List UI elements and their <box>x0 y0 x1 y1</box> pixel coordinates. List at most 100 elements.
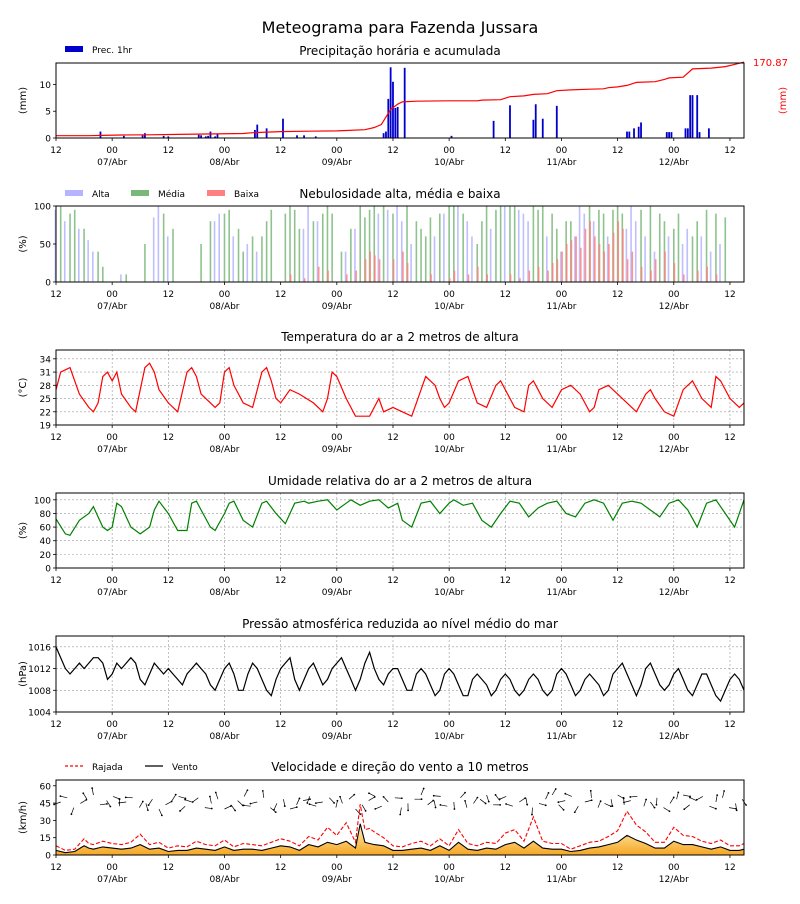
x-hour-label: 12 <box>612 433 623 443</box>
cloud-bar-baixa <box>529 271 531 282</box>
wind-direction-arrow <box>263 791 264 798</box>
y-tick-label: 30 <box>40 817 52 827</box>
x-date-label: 08/Abr <box>209 302 239 312</box>
wind-arrow-head <box>284 805 286 807</box>
cloud-bar-média <box>74 210 76 282</box>
cloud-bar-média <box>692 236 694 282</box>
x-hour-label: 12 <box>50 720 61 730</box>
x-hour-label: 00 <box>443 863 455 873</box>
x-date-label: 07/Abr <box>97 445 127 455</box>
wind-arrow-head <box>399 814 401 816</box>
cloud-bar-média <box>97 252 99 282</box>
x-date-label: 08/Abr <box>209 875 239 885</box>
x-date-label: 08/Abr <box>209 158 239 168</box>
cloud-bar-média <box>172 229 174 282</box>
cloud-bar-alta <box>686 229 688 282</box>
wind-arrow-head <box>299 798 301 800</box>
wind-direction-arrow <box>559 805 564 810</box>
x-hour-label: 00 <box>219 290 231 300</box>
wind-direction-arrow <box>644 800 646 807</box>
panel-wind: Velocidade e direção do vento a 10 metro… <box>18 760 747 885</box>
wind-direction-arrow <box>336 801 338 808</box>
wind-arrow-head <box>545 804 547 806</box>
x-date-label: 09/Abr <box>322 302 352 312</box>
axes-frame <box>56 350 744 425</box>
x-date-label: 09/Abr <box>322 732 352 742</box>
wind-arrow-head <box>339 796 341 798</box>
wind-arrow-head <box>548 792 550 794</box>
wind-arrow-head <box>432 800 434 802</box>
cloud-bar-média <box>514 206 516 282</box>
cloud-bar-alta <box>158 206 160 282</box>
wind-arrow-head <box>477 797 479 799</box>
precip-bar <box>638 127 640 138</box>
wind-arrow-head <box>337 800 339 802</box>
x-date-label: 10/Abr <box>434 302 464 312</box>
wind-direction-arrow <box>369 797 375 801</box>
wind-direction-arrow <box>552 789 556 795</box>
x-hour-label: 12 <box>500 290 511 300</box>
y-tick-label: 10 <box>40 81 52 91</box>
cloud-bar-média <box>224 214 226 282</box>
x-hour-label: 00 <box>556 863 568 873</box>
x-hour-label: 00 <box>219 433 231 443</box>
x-date-label: 07/Abr <box>97 302 127 312</box>
wind-arrow-head <box>645 799 647 801</box>
wind-direction-arrow <box>179 796 186 798</box>
legend-swatch-prec <box>65 46 83 52</box>
wind-arrow-head <box>629 796 631 798</box>
wind-arrow-head <box>689 797 691 799</box>
cloud-bar-média <box>425 236 427 282</box>
wind-arrow-head <box>106 803 108 805</box>
x-hour-label: 12 <box>163 146 174 156</box>
wind-direction-arrow <box>216 793 218 800</box>
cloud-bar-alta <box>466 221 468 282</box>
cloud-bar-alta <box>471 236 473 282</box>
cloud-bar-baixa <box>327 271 329 282</box>
precip-right-ylabel: (mm) <box>778 87 789 114</box>
cloud-bar-baixa <box>664 252 666 282</box>
cloud-bar-média <box>462 214 464 282</box>
x-date-label: 10/Abr <box>434 445 464 455</box>
wind-arrow-head <box>309 803 311 805</box>
wind-direction-arrow <box>670 797 674 803</box>
x-hour-label: 12 <box>612 576 623 586</box>
wind-arrow-head <box>499 798 501 800</box>
wind-arrow-head <box>53 804 55 806</box>
wind-direction-arrow <box>683 795 690 796</box>
y-tick-label: 34 <box>40 355 52 365</box>
panel-title: Pressão atmosférica reduzida ao nível mé… <box>242 617 558 631</box>
wind-direction-arrow <box>611 799 612 806</box>
x-hour-label: 12 <box>500 720 511 730</box>
x-hour-label: 12 <box>724 433 735 443</box>
x-hour-label: 12 <box>724 576 735 586</box>
cloud-bar-baixa <box>365 259 367 282</box>
wind-arrow-head <box>488 801 490 803</box>
cloud-bar-baixa <box>617 221 619 282</box>
x-date-label: 07/Abr <box>97 732 127 742</box>
wind-direction-arrow <box>519 798 525 802</box>
wind-direction-arrow <box>440 805 447 806</box>
x-date-label: 10/Abr <box>434 732 464 742</box>
wind-arrow-head <box>558 801 560 803</box>
wind-direction-arrow <box>297 798 300 804</box>
y-axis-label: (°C) <box>18 378 29 398</box>
x-hour-label: 00 <box>106 433 118 443</box>
wind-direction-arrow <box>506 804 513 806</box>
wind-direction-arrow <box>684 805 689 809</box>
wind-arrow-head <box>683 808 685 810</box>
x-date-label: 08/Abr <box>209 588 239 598</box>
wind-direction-arrow <box>210 797 211 804</box>
precip-bar <box>282 119 284 138</box>
cloud-bar-alta <box>218 214 220 282</box>
wind-arrow-head <box>262 790 264 792</box>
precip-bar <box>210 132 212 138</box>
x-hour-label: 12 <box>387 433 398 443</box>
x-date-label: 11/Abr <box>546 588 576 598</box>
wind-direction-arrow <box>384 797 389 802</box>
x-date-label: 11/Abr <box>546 445 576 455</box>
wind-arrow-head <box>526 804 528 806</box>
cloud-bar-baixa <box>641 267 643 282</box>
wind-direction-arrow <box>539 803 546 805</box>
cloud-bar-baixa <box>561 252 563 282</box>
